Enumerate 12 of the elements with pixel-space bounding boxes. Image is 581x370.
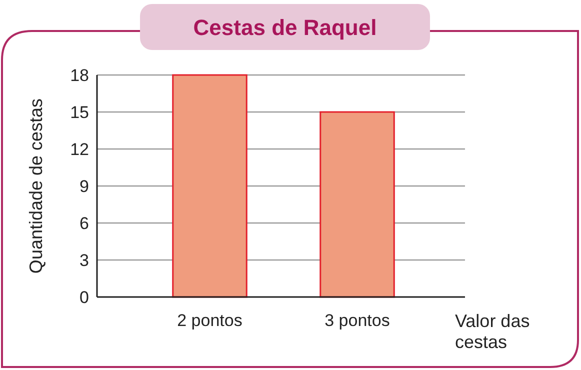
- y-axis-title: Quantidade de cestas: [26, 98, 46, 274]
- x-tick-label: 3 pontos: [324, 311, 390, 330]
- y-tick-label: 18: [70, 66, 89, 85]
- y-tick-label: 9: [80, 176, 89, 196]
- x-axis-title: Valor das cestas: [455, 311, 530, 352]
- x-tick-label: 2 pontos: [177, 311, 242, 330]
- y-tick-label: 0: [80, 288, 89, 307]
- y-tick-label: 15: [70, 102, 89, 122]
- chart-title: Cestas de Raquel: [193, 15, 377, 40]
- y-tick-label: 3: [80, 250, 89, 270]
- y-tick-label: 12: [70, 140, 89, 159]
- y-tick-label: 6: [80, 214, 89, 233]
